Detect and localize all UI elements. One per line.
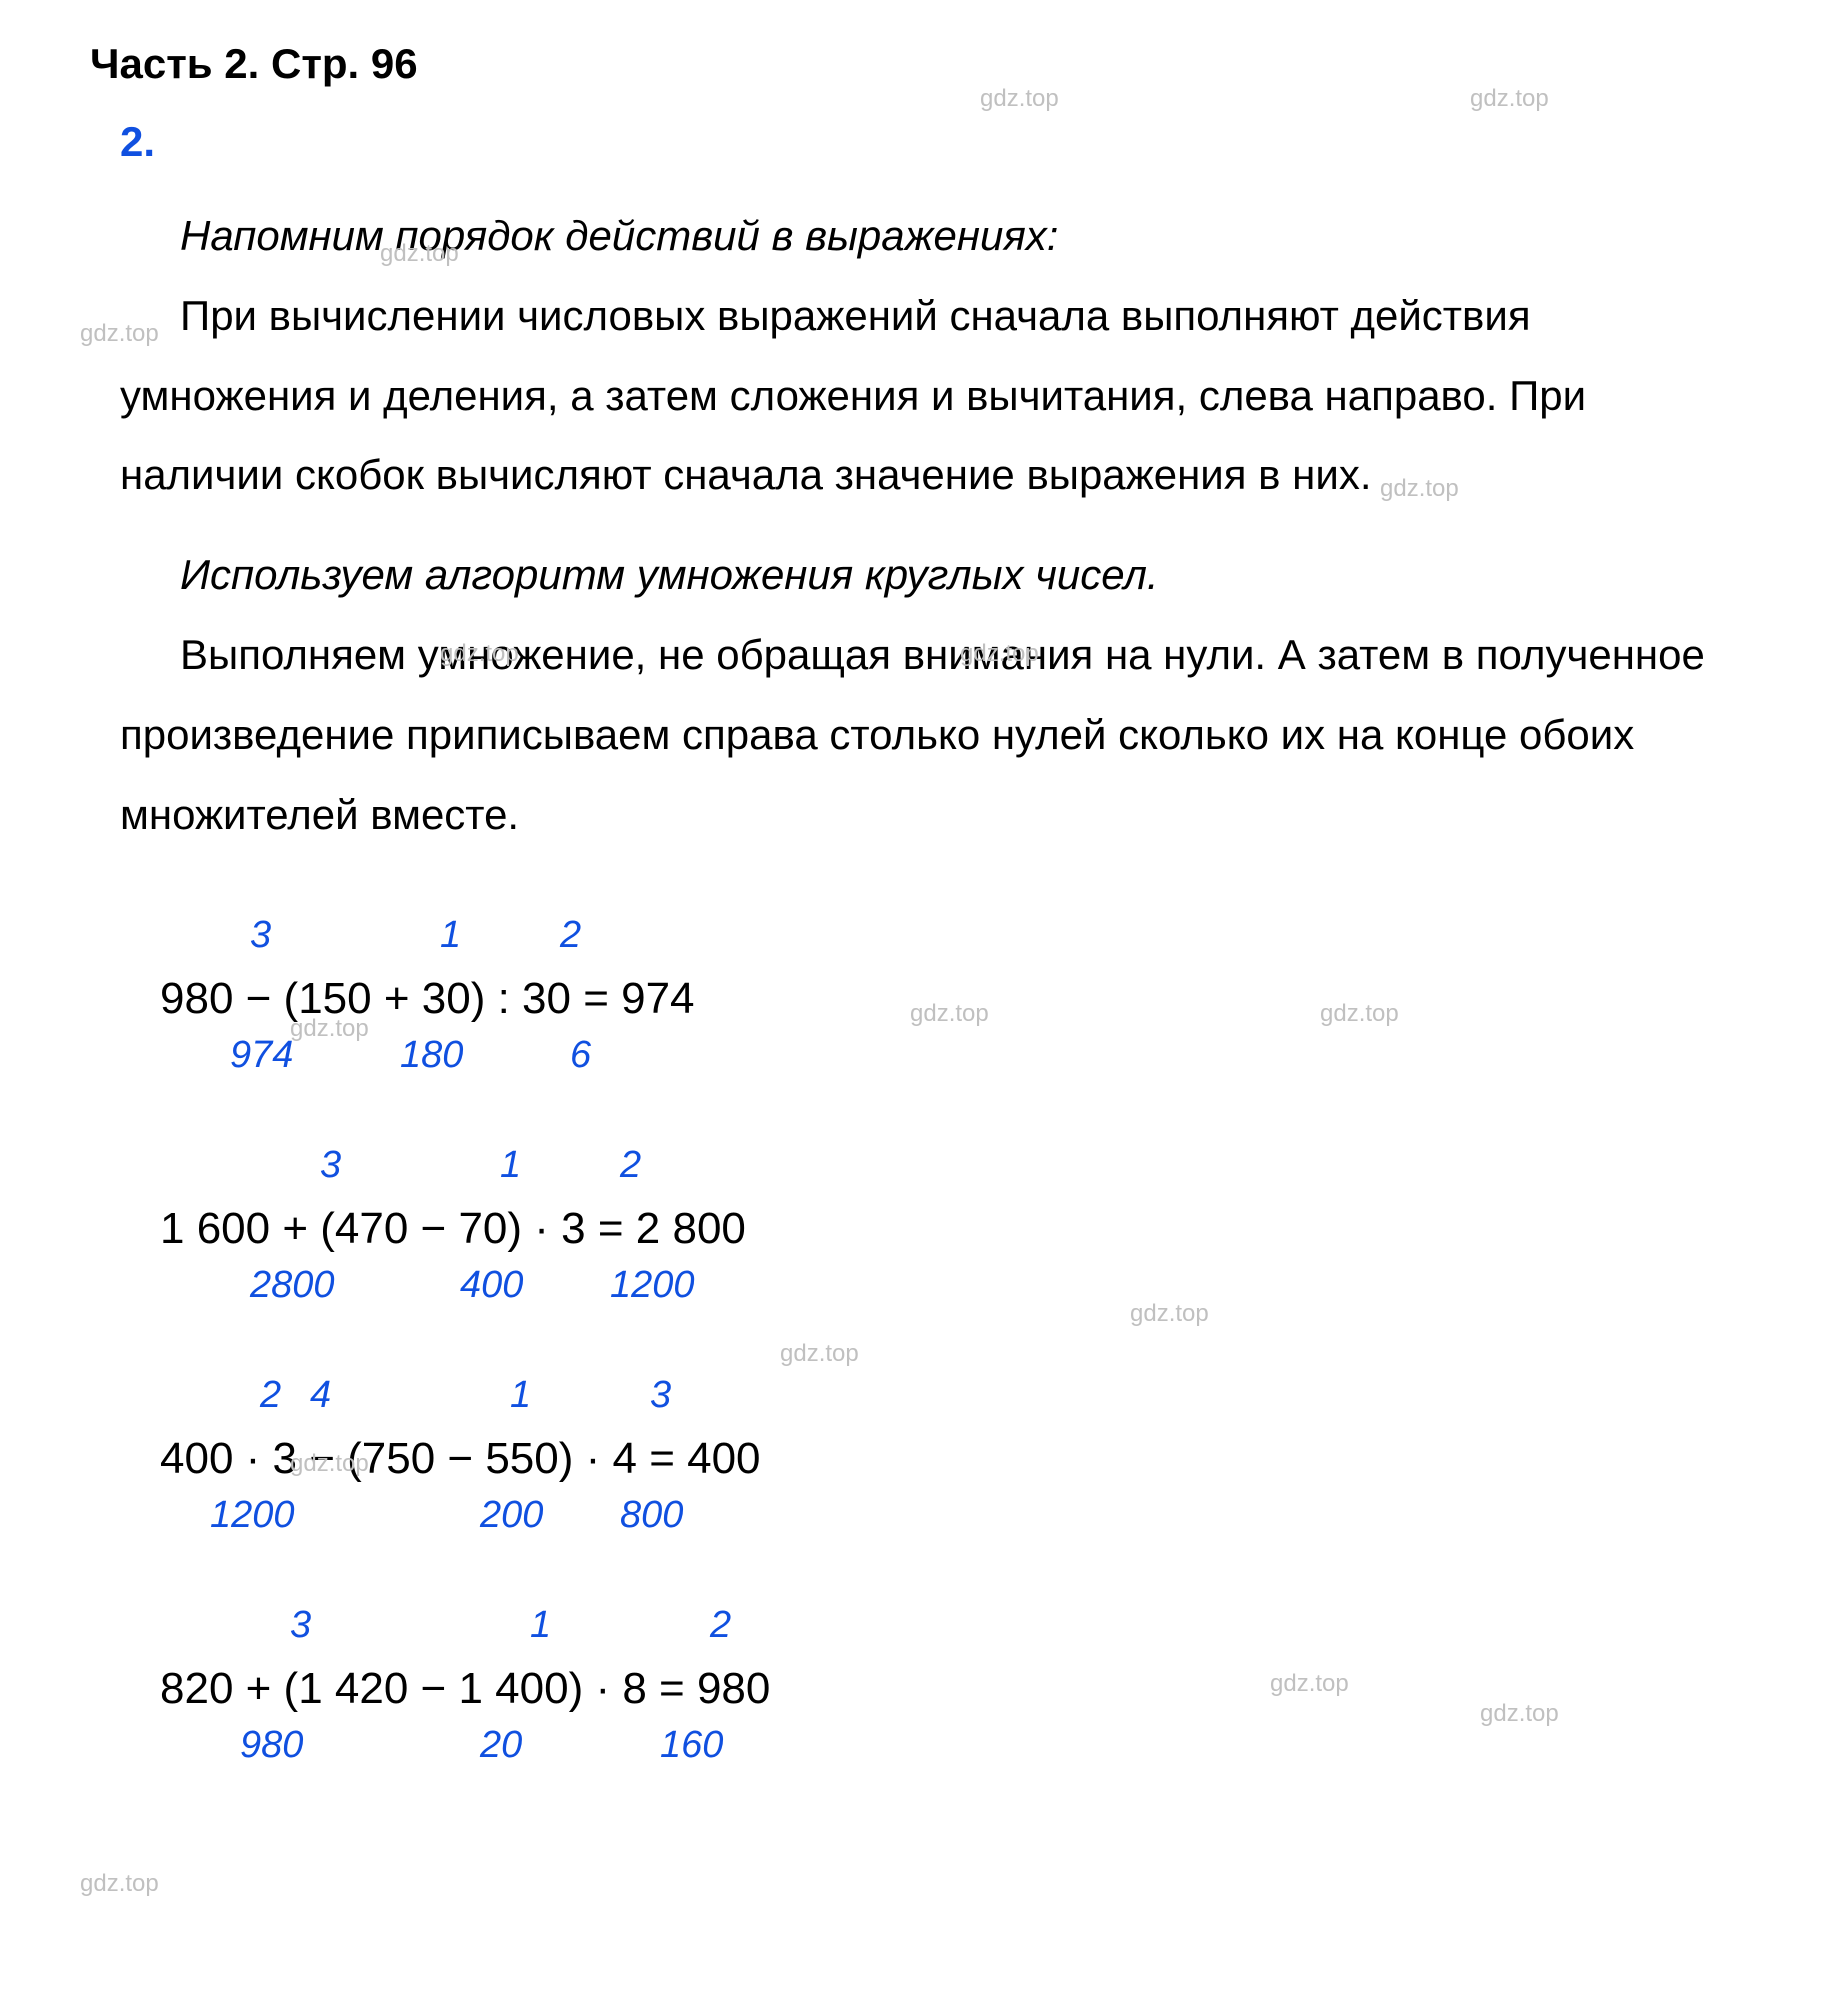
- paragraph-1: Напомним порядок действий в выражениях: …: [90, 196, 1732, 515]
- watermark: gdz.top: [1470, 85, 1549, 113]
- eq3-sup-2: 1: [510, 1374, 531, 1417]
- eq2-sub-1: 400: [460, 1264, 523, 1307]
- eq1-sup-0: 3: [250, 914, 271, 957]
- eq4-sub-0: 980: [240, 1724, 303, 1767]
- eq3-main: 400 · 3 − (750 − 550) · 4 = 400: [160, 1434, 761, 1484]
- body-text-1: При вычислении числовых выражений сначал…: [120, 276, 1732, 515]
- eq4-main: 820 + (1 420 − 1 400) · 8 = 980: [160, 1664, 770, 1714]
- eq4-sup-0: 3: [290, 1604, 311, 1647]
- eq1-sub-1: 180: [400, 1034, 463, 1077]
- eq3-sub-1: 200: [480, 1494, 543, 1537]
- eq4-sup-1: 1: [530, 1604, 551, 1647]
- eq1-sup-1: 1: [440, 914, 461, 957]
- eq1-sub-2: 6: [570, 1034, 591, 1077]
- eq2-main: 1 600 + (470 − 70) · 3 = 2 800: [160, 1204, 746, 1254]
- eq3-sub-0: 1200: [210, 1494, 295, 1537]
- eq3-sup-1: 4: [310, 1374, 331, 1417]
- eq2-sup-1: 1: [500, 1144, 521, 1187]
- page-header: Часть 2. Стр. 96: [90, 40, 1732, 88]
- eq1-main: 980 − (150 + 30) : 30 = 974: [160, 974, 695, 1024]
- watermark: gdz.top: [980, 85, 1059, 113]
- watermark: gdz.top: [80, 1870, 159, 1898]
- equation-4: 3 1 2 820 + (1 420 − 1 400) · 8 = 980 98…: [160, 1604, 1732, 1794]
- eq4-sub-1: 20: [480, 1724, 522, 1767]
- eq2-sup-0: 3: [320, 1144, 341, 1187]
- eq3-sup-3: 3: [650, 1374, 671, 1417]
- problem-number: 2.: [120, 118, 1732, 166]
- italic-line-2: Используем алгоритм умножения круглых чи…: [180, 535, 1732, 615]
- equation-1: 3 1 2 980 − (150 + 30) : 30 = 974 974 18…: [160, 914, 1732, 1104]
- eq1-sup-2: 2: [560, 914, 581, 957]
- watermark: gdz.top: [780, 1340, 859, 1368]
- paragraph-2: Используем алгоритм умножения круглых чи…: [90, 535, 1732, 854]
- eq2-sub-0: 2800: [250, 1264, 335, 1307]
- equation-2: 3 1 2 1 600 + (470 − 70) · 3 = 2 800 280…: [160, 1144, 1732, 1334]
- italic-line-1: Напомним порядок действий в выражениях:: [180, 196, 1732, 276]
- eq1-sub-0: 974: [230, 1034, 293, 1077]
- eq4-sub-2: 160: [660, 1724, 723, 1767]
- body-text-2: Выполняем умножение, не обращая внимания…: [120, 615, 1732, 854]
- eq4-sup-2: 2: [710, 1604, 731, 1647]
- eq2-sub-2: 1200: [610, 1264, 695, 1307]
- eq2-sup-2: 2: [620, 1144, 641, 1187]
- eq3-sub-2: 800: [620, 1494, 683, 1537]
- equation-3: 2 4 1 3 400 · 3 − (750 − 550) · 4 = 400 …: [160, 1374, 1732, 1564]
- eq3-sup-0: 2: [260, 1374, 281, 1417]
